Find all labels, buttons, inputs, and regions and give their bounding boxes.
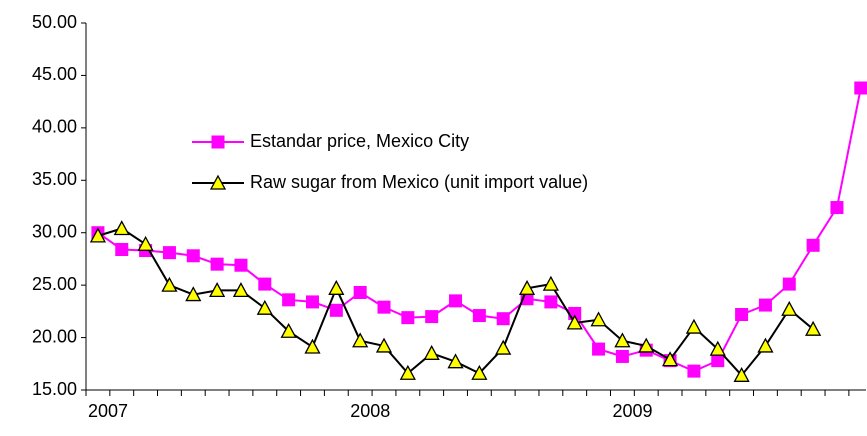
data-point — [423, 344, 440, 360]
data-point — [256, 299, 273, 315]
data-point — [89, 227, 107, 243]
data-point — [471, 364, 488, 380]
data-point — [592, 342, 606, 356]
x-tick-label: 2007 — [88, 401, 128, 421]
data-point — [162, 246, 176, 260]
data-point — [280, 322, 297, 338]
data-point — [401, 311, 415, 325]
data-point — [282, 293, 296, 307]
data-point — [854, 81, 867, 95]
data-point — [711, 354, 725, 368]
data-point — [805, 320, 822, 336]
data-point — [782, 277, 796, 291]
data-point — [305, 295, 319, 309]
data-point — [210, 257, 224, 271]
data-point — [425, 310, 439, 324]
data-point — [615, 349, 629, 363]
y-tick-label: 20.00 — [32, 326, 77, 346]
data-point — [590, 311, 607, 327]
data-point — [661, 351, 679, 367]
data-point — [449, 294, 463, 308]
data-point — [806, 238, 820, 252]
data-point — [566, 314, 583, 330]
data-point — [377, 300, 391, 314]
data-point — [113, 220, 130, 236]
data-point — [115, 242, 129, 256]
legend-label: Raw sugar from Mexico (unit import value… — [250, 172, 588, 192]
data-point — [542, 275, 559, 291]
data-point — [685, 318, 703, 334]
data-point — [733, 366, 750, 382]
data-point — [709, 340, 726, 356]
y-tick-label: 30.00 — [32, 221, 77, 241]
data-point — [758, 298, 772, 312]
data-point — [232, 282, 250, 298]
y-tick-label: 50.00 — [32, 12, 77, 32]
data-point — [496, 312, 510, 326]
data-point — [757, 337, 774, 353]
y-tick-label: 40.00 — [32, 117, 77, 137]
data-point — [638, 337, 655, 353]
data-point — [185, 286, 202, 302]
data-point — [234, 258, 248, 272]
data-point — [352, 332, 369, 348]
data-point — [472, 309, 486, 323]
data-point — [304, 338, 321, 354]
y-tick-label: 15.00 — [32, 379, 77, 399]
legend-marker — [209, 174, 227, 190]
data-point — [209, 282, 226, 298]
data-point — [161, 276, 178, 292]
x-tick-label: 2008 — [350, 401, 390, 421]
y-tick-label: 25.00 — [32, 274, 77, 294]
data-point — [614, 332, 631, 348]
legend-marker — [211, 135, 225, 149]
data-point — [447, 353, 464, 369]
data-point — [258, 277, 272, 291]
data-point — [399, 364, 416, 380]
data-point — [687, 364, 701, 378]
data-point — [375, 337, 393, 353]
data-point — [353, 285, 367, 299]
data-point — [495, 339, 512, 355]
legend-label: Estandar price, Mexico City — [250, 131, 469, 151]
data-point — [781, 300, 798, 316]
data-point — [137, 235, 154, 251]
y-tick-label: 45.00 — [32, 64, 77, 84]
y-tick-label: 35.00 — [32, 169, 77, 189]
data-point — [329, 303, 343, 317]
data-point — [186, 249, 200, 263]
data-point — [518, 279, 536, 295]
x-tick-label: 2009 — [612, 401, 652, 421]
data-point — [328, 279, 345, 295]
data-point — [830, 201, 844, 215]
data-point — [544, 295, 558, 309]
data-point — [735, 308, 749, 322]
series-line — [97, 87, 862, 373]
